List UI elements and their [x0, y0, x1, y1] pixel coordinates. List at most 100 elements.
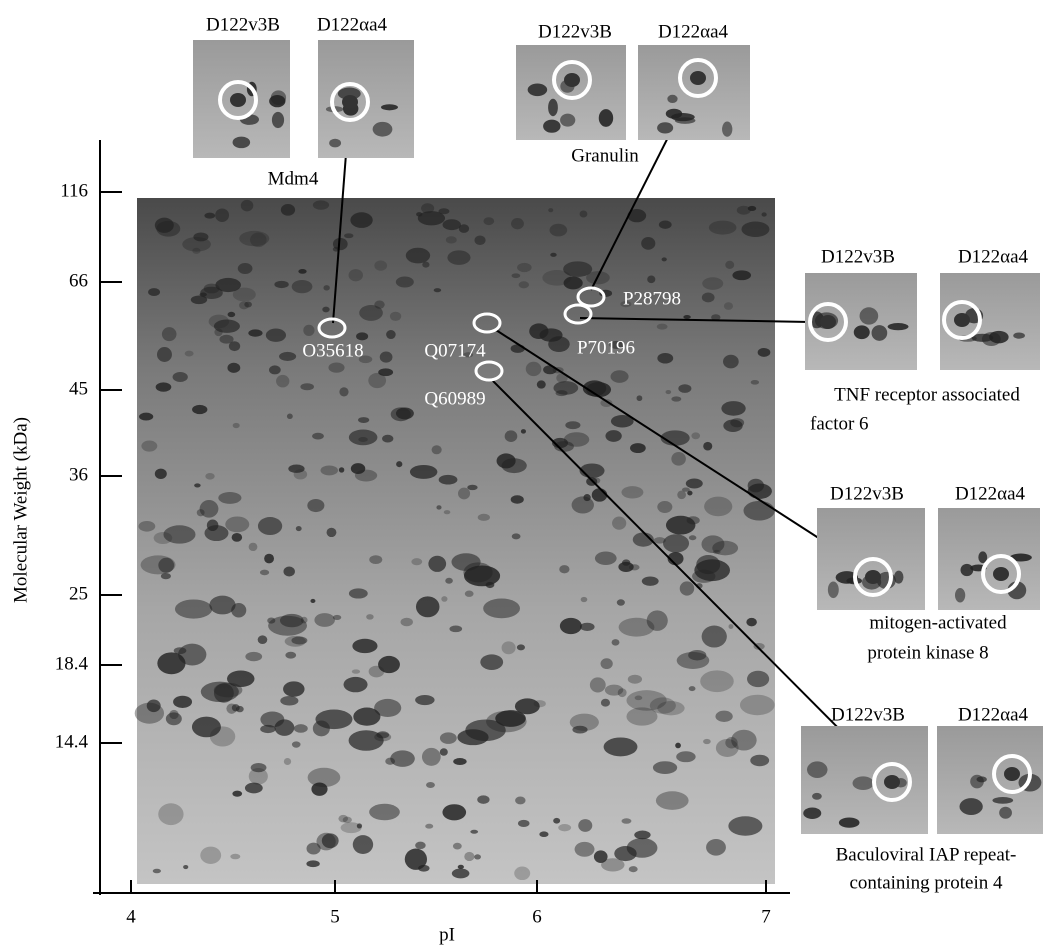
inset-caption: Mdm4: [268, 168, 319, 189]
gel-spot: [232, 533, 243, 542]
gel-spot: [452, 869, 470, 879]
gel-spot: [436, 505, 441, 509]
inset-caption: protein kinase 8: [867, 642, 988, 663]
gel-spot: [604, 737, 638, 756]
gel-spot: [637, 395, 643, 401]
inset-label: D122αa4: [955, 483, 1026, 504]
gel-spot: [725, 261, 734, 269]
inset-spot: [1013, 332, 1025, 338]
gel-spot: [453, 758, 467, 765]
gel-spot: [285, 636, 306, 647]
gel-spot: [511, 218, 524, 229]
gel-spot: [416, 596, 440, 617]
gel-spot: [157, 347, 172, 362]
gel-spot: [374, 260, 387, 270]
inset-spot: [812, 793, 822, 800]
y-tick-label: 116: [60, 180, 88, 201]
inset-spot: [667, 95, 677, 103]
gel-spot: [396, 461, 402, 467]
gel-spot: [634, 831, 650, 840]
gel-spot: [284, 758, 291, 765]
gel-spot: [675, 743, 681, 749]
gel-spot: [264, 554, 274, 564]
gel-spot: [657, 324, 668, 330]
gel-spot: [422, 748, 441, 766]
gel-spot: [158, 803, 183, 825]
inset-spot: [803, 807, 821, 818]
gel-spot: [241, 200, 253, 211]
inset-label: D122v3B: [206, 14, 280, 35]
gel-spot: [443, 219, 461, 230]
inset-caption: TNF receptor associated: [834, 384, 1020, 405]
gel-spot: [349, 730, 384, 750]
gel-spot: [386, 330, 396, 339]
gel-spot: [390, 750, 415, 767]
gel-spot: [138, 521, 155, 532]
gel-spot: [601, 658, 613, 669]
inset-label: D122v3B: [538, 21, 612, 42]
gel-spot: [447, 250, 470, 265]
gel-spot: [657, 353, 673, 364]
inset-label: D122v3B: [821, 246, 895, 267]
inset-spot: [230, 93, 246, 107]
gel-spot: [432, 445, 442, 454]
figure: Molecular Weight (kDa) pI 1166645362518.…: [0, 0, 1045, 946]
gel-spot: [621, 818, 631, 824]
gel-spot: [578, 819, 592, 832]
gel-spot: [339, 387, 348, 396]
spot-label: P70196: [577, 337, 635, 358]
gel-spot: [185, 351, 194, 357]
gel-spot: [572, 496, 594, 513]
gel-spot: [349, 430, 378, 446]
gel-spot: [421, 203, 434, 213]
inset-spot: [982, 332, 1001, 346]
gel-spot: [411, 558, 422, 565]
gel-spot: [183, 865, 188, 869]
inset-label: D122αa4: [958, 246, 1029, 267]
gel-spot: [565, 421, 580, 429]
gel-spot: [480, 654, 503, 670]
gel-spot: [514, 867, 530, 881]
inset-spot: [543, 120, 560, 133]
inset-spot: [999, 807, 1012, 819]
gel-spot: [511, 344, 525, 353]
gel-spot: [230, 854, 240, 859]
gel-spot: [666, 516, 695, 535]
gel-spot: [580, 623, 595, 631]
gel-spot: [307, 843, 321, 855]
gel-spot: [349, 588, 368, 598]
gel-spot: [445, 578, 453, 584]
gel-spot: [601, 699, 610, 707]
gel-spot: [390, 312, 401, 321]
gel-spot: [369, 555, 382, 564]
gel-spot: [200, 847, 221, 864]
gel-spot: [260, 725, 276, 733]
gel-spot: [219, 335, 233, 344]
gel-spot: [249, 543, 258, 551]
gel-spot: [715, 711, 732, 722]
gel-spot: [483, 599, 520, 619]
gel-spot: [194, 483, 201, 487]
gel-spot: [280, 696, 298, 705]
inset-caption: mitogen-activated: [869, 612, 1007, 633]
gel-spot: [258, 517, 282, 535]
inset-label: D122αa4: [317, 14, 388, 35]
gel-spot: [704, 497, 732, 517]
inset-spot: [961, 564, 974, 576]
gel-spot: [422, 262, 429, 268]
inset-spot: [954, 313, 970, 327]
inset-spot: [657, 122, 673, 133]
gel-spot: [746, 618, 757, 626]
gel-spot: [575, 842, 595, 857]
gel-spot: [701, 535, 724, 553]
spot-label: Q60989: [424, 388, 485, 409]
gel-spot: [314, 613, 335, 627]
gel-spot: [446, 236, 457, 243]
gel-spot: [605, 685, 623, 696]
gel-spot: [249, 768, 268, 785]
gel-spot: [369, 666, 385, 678]
gel-spot: [157, 652, 185, 674]
gel-spot: [750, 755, 769, 766]
inset-spot: [839, 817, 860, 827]
gel-spot: [351, 463, 365, 474]
